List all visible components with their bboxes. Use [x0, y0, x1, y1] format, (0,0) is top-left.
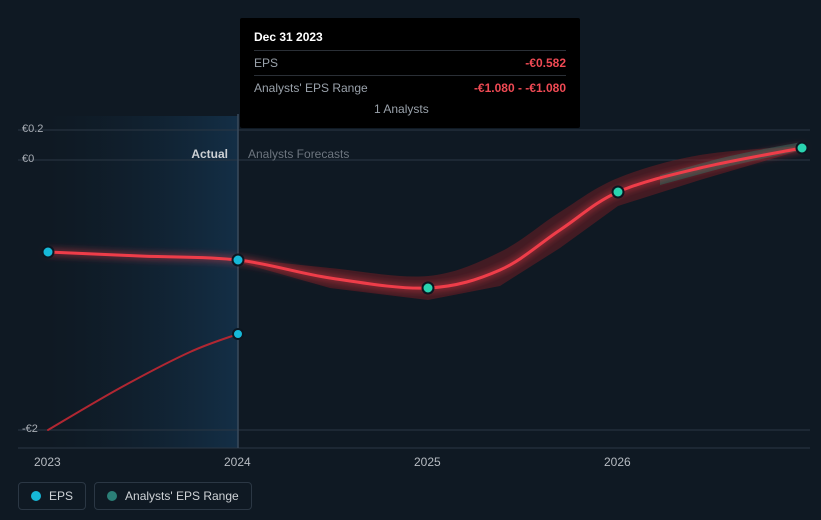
x-axis-label: 2024 [224, 455, 251, 469]
tooltip-row-label: EPS [254, 54, 525, 72]
tooltip-row-value: -€0.582 [525, 54, 566, 72]
chart-legend: EPS Analysts' EPS Range [18, 482, 252, 510]
tooltip-sub: 1 Analysts [254, 100, 566, 118]
x-axis-label: 2026 [604, 455, 631, 469]
legend-label: Analysts' EPS Range [125, 489, 239, 503]
legend-dot-icon [107, 491, 117, 501]
legend-item-eps[interactable]: EPS [18, 482, 86, 510]
y-axis-label: €0 [22, 153, 34, 165]
section-label-forecast: Analysts Forecasts [248, 147, 349, 161]
legend-dot-icon [31, 491, 41, 501]
tooltip-row-value: -€1.080 - -€1.080 [474, 79, 566, 97]
tooltip-title: Dec 31 2023 [254, 28, 566, 46]
legend-label: EPS [49, 489, 73, 503]
y-axis-label: -€2 [22, 423, 38, 435]
eps-chart: €0.2 €0 -€2 2023 2024 2025 2026 Actual Analys… [0, 0, 821, 520]
section-label-actual: Actual [191, 147, 228, 161]
legend-item-range[interactable]: Analysts' EPS Range [94, 482, 252, 510]
y-axis-label: €0.2 [22, 123, 43, 135]
x-axis-label: 2023 [34, 455, 61, 469]
tooltip-row-label: Analysts' EPS Range [254, 79, 474, 97]
chart-tooltip: Dec 31 2023 EPS -€0.582 Analysts' EPS Ra… [240, 18, 580, 128]
x-axis-label: 2025 [414, 455, 441, 469]
